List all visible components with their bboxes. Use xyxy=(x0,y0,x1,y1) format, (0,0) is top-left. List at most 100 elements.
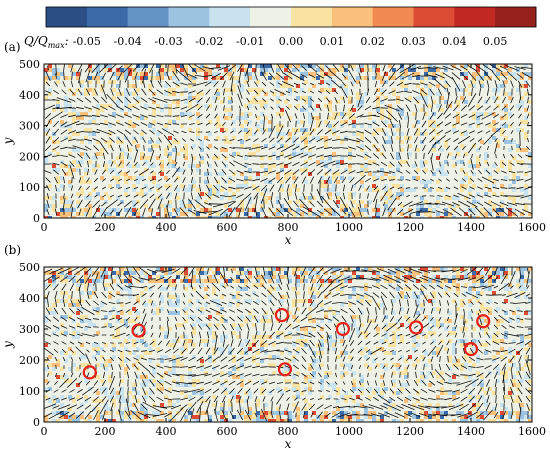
q-cell xyxy=(516,307,520,311)
velocity-vector xyxy=(458,136,470,144)
q-cell xyxy=(520,104,524,108)
velocity-vector xyxy=(131,275,141,283)
q-cell xyxy=(444,68,448,72)
q-cell xyxy=(212,76,216,80)
q-cell xyxy=(240,363,244,367)
q-cell xyxy=(96,411,100,415)
velocity-vector xyxy=(484,194,492,198)
q-cell xyxy=(488,283,492,287)
q-cell xyxy=(348,108,352,112)
q-cell xyxy=(136,347,140,351)
q-cell xyxy=(364,152,368,156)
q-cell xyxy=(256,172,260,176)
velocity-vector xyxy=(230,130,234,134)
q-cell xyxy=(100,303,104,307)
velocity-vector xyxy=(422,161,426,167)
q-cell xyxy=(312,411,316,415)
q-cell xyxy=(220,216,224,218)
q-cell xyxy=(504,136,508,140)
q-cell xyxy=(192,383,196,387)
velocity-vector xyxy=(140,97,148,103)
q-cell xyxy=(252,184,256,188)
q-cell xyxy=(288,84,292,88)
q-cell xyxy=(524,120,528,124)
q-cell xyxy=(468,164,472,168)
q-cell xyxy=(80,315,84,319)
q-cell xyxy=(284,419,288,422)
q-cell xyxy=(508,319,512,323)
velocity-vector xyxy=(373,189,379,203)
q-cell xyxy=(500,160,504,164)
q-cell xyxy=(264,335,268,339)
q-cell xyxy=(288,279,292,283)
velocity-vector xyxy=(518,285,522,289)
q-cell xyxy=(288,192,292,196)
q-cell xyxy=(96,347,100,351)
q-cell xyxy=(372,160,376,164)
q-cell xyxy=(120,387,124,391)
q-cell xyxy=(96,108,100,112)
q-cell xyxy=(496,267,500,271)
q-cell xyxy=(332,343,336,347)
q-cell xyxy=(208,188,212,192)
q-cell xyxy=(424,415,428,419)
colorbar-frame xyxy=(45,6,537,28)
velocity-vector xyxy=(339,293,349,297)
velocity-vector xyxy=(445,194,451,198)
q-cell xyxy=(312,327,316,331)
q-cell xyxy=(320,307,324,311)
velocity-vector xyxy=(166,193,170,199)
q-cell xyxy=(216,184,220,188)
q-cell xyxy=(468,299,472,303)
q-cell xyxy=(444,411,448,415)
velocity-vector xyxy=(326,97,330,103)
q-cell xyxy=(516,367,520,371)
velocity-vector xyxy=(245,301,251,305)
velocity-vector xyxy=(85,152,91,160)
q-cell xyxy=(80,355,84,359)
velocity-vector xyxy=(102,178,106,182)
q-cell xyxy=(524,64,528,68)
velocity-vector xyxy=(117,309,123,313)
velocity-vector xyxy=(60,146,68,150)
q-cell xyxy=(360,76,364,80)
velocity-vector xyxy=(302,299,306,307)
q-cell xyxy=(476,395,480,399)
q-cell xyxy=(396,156,400,160)
velocity-vector xyxy=(492,208,500,216)
q-cell xyxy=(440,72,444,76)
velocity-vector xyxy=(158,69,162,83)
q-cell xyxy=(268,287,272,291)
velocity-vector xyxy=(211,282,221,292)
velocity-vector xyxy=(53,128,59,136)
q-cell xyxy=(396,168,400,172)
q-cell xyxy=(392,379,396,383)
velocity-vector xyxy=(214,122,218,126)
q-cell xyxy=(96,140,100,144)
q-cell xyxy=(168,160,172,164)
q-cell xyxy=(428,383,432,387)
velocity-vector xyxy=(93,97,99,103)
velocity-vector xyxy=(101,201,107,207)
q-cell xyxy=(248,407,252,411)
q-cell xyxy=(308,140,312,144)
velocity-vector xyxy=(190,284,194,290)
velocity-vector xyxy=(502,138,506,142)
q-cell xyxy=(192,327,196,331)
velocity-vector xyxy=(228,177,236,183)
velocity-vector xyxy=(74,267,86,276)
velocity-vector xyxy=(433,66,447,70)
velocity-vector xyxy=(100,114,108,118)
velocity-vector xyxy=(303,120,305,128)
q-cell xyxy=(108,64,112,68)
q-cell xyxy=(160,419,164,422)
q-cell xyxy=(352,208,356,212)
velocity-vector xyxy=(205,193,211,199)
q-cell xyxy=(376,104,380,108)
q-cell xyxy=(280,184,284,188)
velocity-vector xyxy=(348,69,356,83)
q-cell xyxy=(208,120,212,124)
velocity-vector xyxy=(358,81,362,87)
velocity-vector xyxy=(180,114,188,118)
q-cell xyxy=(460,419,464,422)
